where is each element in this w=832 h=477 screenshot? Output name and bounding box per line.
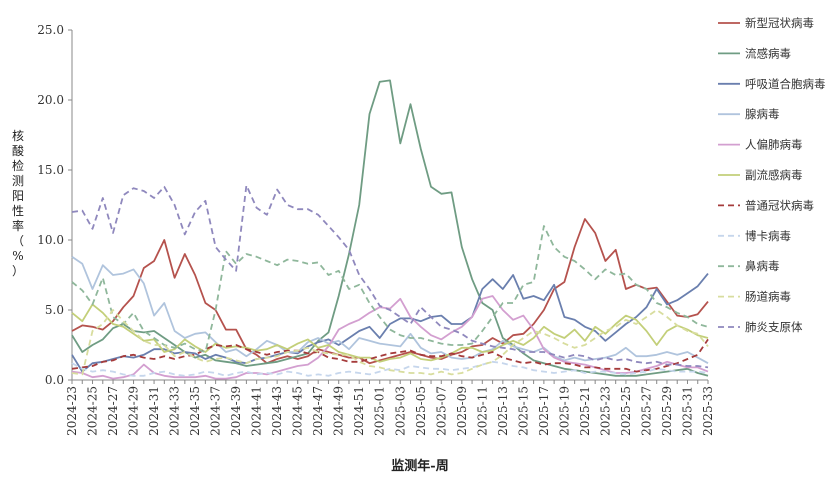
x-tick-label: 2024-29	[127, 386, 141, 436]
x-axis: 2024-23 2024-25 2024-27 2024-29 2024-31 2024-…	[65, 379, 715, 436]
y-axis-title-char: 性	[12, 204, 24, 218]
y-tick-label: 10.0	[37, 233, 64, 247]
x-tick-label: 2024-25	[86, 386, 100, 436]
x-tick-label: 2024-41	[250, 386, 264, 436]
y-axis-title-char: 测	[12, 174, 24, 188]
legend-label: 肠道病毒	[745, 290, 791, 304]
x-tick-label: 2025-09	[455, 386, 469, 436]
y-axis-title-char: %	[12, 249, 23, 263]
x-tick-label: 2025-03	[393, 386, 407, 436]
x-tick-label: 2025-31	[680, 386, 694, 436]
legend-label: 呼吸道合胞病毒	[745, 77, 826, 91]
x-tick-label: 2025-07	[434, 386, 448, 436]
legend-label: 普通冠状病毒	[745, 198, 814, 212]
x-axis-title: 监测年-周	[391, 458, 448, 474]
series-line	[71, 360, 709, 377]
x-tick-label: 2024-43	[270, 386, 284, 436]
x-tick-label: 2025-21	[578, 386, 592, 436]
series-line	[71, 303, 709, 363]
legend-label: 博卡病毒	[745, 229, 791, 243]
y-tick-label: 25.0	[37, 23, 64, 37]
x-tick-label: 2024-51	[352, 386, 366, 436]
x-tick-label: 2024-31	[147, 386, 161, 436]
series-line	[71, 295, 709, 380]
y-axis-title-char: 率	[12, 218, 24, 233]
series-line	[71, 79, 709, 377]
y-axis-title-char: 核	[12, 129, 24, 143]
y-axis-title-char: ）	[12, 264, 24, 278]
series-line	[71, 273, 709, 373]
x-tick-label: 2024-23	[65, 386, 79, 436]
legend-label: 新型冠状病毒	[745, 16, 814, 30]
x-tick-label: 2025-33	[701, 386, 715, 436]
y-tick-label: 15.0	[37, 163, 64, 177]
legend-label: 肺炎支原体	[745, 320, 803, 334]
x-tick-label: 2025-19	[557, 386, 571, 436]
y-tick-label: 20.0	[37, 93, 64, 107]
legend: 新型冠状病毒流感病毒呼吸道合胞病毒腺病毒人偏肺病毒副流感病毒普通冠状病毒博卡病毒…	[718, 16, 826, 334]
x-tick-label: 2024-45	[291, 386, 305, 436]
y-axis: 0.0 5.0 10.0 15.0 20.0 25.0	[37, 23, 73, 387]
legend-label: 流感病毒	[745, 46, 791, 60]
series-line	[71, 225, 709, 353]
x-tick-label: 2024-49	[332, 386, 346, 436]
x-tick-label: 2024-35	[188, 386, 202, 436]
y-tick-label: 0.0	[45, 373, 64, 387]
x-tick-label: 2024-37	[209, 386, 223, 436]
x-tick-label: 2024-27	[106, 386, 120, 436]
y-axis-title-char: 阳	[12, 189, 24, 203]
y-tick-label: 5.0	[45, 303, 64, 317]
x-tick-label: 2024-39	[229, 386, 243, 436]
x-tick-label: 2024-47	[311, 386, 325, 436]
series-line	[71, 218, 709, 365]
x-tick-label: 2025-11	[475, 386, 489, 436]
legend-label: 人偏肺病毒	[745, 138, 803, 152]
legend-label: 腺病毒	[745, 107, 780, 121]
x-tick-label: 2025-01	[373, 386, 387, 436]
series-lines	[71, 79, 709, 380]
x-tick-label: 2025-23	[598, 386, 612, 436]
x-tick-label: 2025-05	[414, 386, 428, 436]
y-axis-title-char: 酸	[12, 143, 24, 158]
series-line	[71, 309, 709, 376]
x-tick-label: 2025-13	[496, 386, 510, 436]
y-axis-title-char: 检	[12, 158, 24, 173]
x-tick-label: 2025-17	[537, 386, 551, 436]
legend-label: 鼻病毒	[745, 259, 780, 273]
x-tick-label: 2025-25	[619, 386, 633, 436]
x-tick-label: 2025-29	[660, 386, 674, 436]
legend-label: 副流感病毒	[745, 168, 803, 182]
series-line	[71, 184, 709, 369]
x-tick-label: 2025-27	[639, 386, 653, 436]
x-tick-label: 2025-15	[516, 386, 530, 436]
y-axis-title-char: （	[12, 234, 24, 248]
x-tick-label: 2024-33	[168, 386, 182, 436]
